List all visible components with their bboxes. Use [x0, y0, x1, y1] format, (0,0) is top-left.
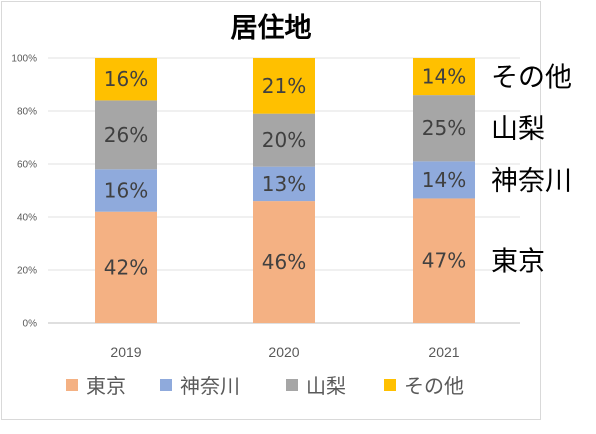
- bar-segment: [413, 198, 475, 323]
- y-tick-label: 0%: [23, 319, 38, 330]
- legend-label: 山梨: [306, 374, 346, 398]
- series-side-label: 山梨: [491, 114, 545, 145]
- legend-swatch: [160, 379, 172, 391]
- bar-segment: [95, 100, 157, 170]
- x-tick-label: 2020: [268, 344, 299, 360]
- data-label: 26%: [104, 123, 148, 147]
- y-tick-label: 100%: [11, 54, 37, 65]
- legend-swatch: [286, 379, 298, 391]
- series-side-label: 神奈川: [491, 166, 572, 197]
- data-labels: 42% 16% 26% 16% 46% 13% 20% 21% 47% 14% 25% 14%: [104, 65, 466, 280]
- series-side-label: 東京: [491, 247, 545, 278]
- x-tick-label: 2021: [428, 344, 459, 360]
- y-tick-label: 40%: [17, 213, 37, 224]
- y-tick-label: 80%: [17, 107, 37, 118]
- data-label: 14%: [422, 168, 466, 192]
- legend-label: その他: [404, 374, 464, 398]
- bar-segment: [253, 166, 315, 202]
- data-label: 20%: [262, 128, 306, 152]
- y-tick-label: 60%: [17, 160, 37, 171]
- bar-segment: [413, 58, 475, 96]
- chart-title: 居住地: [231, 12, 312, 44]
- bars: [95, 58, 475, 323]
- data-label: 16%: [104, 67, 148, 91]
- legend-label: 神奈川: [180, 374, 240, 398]
- bar-segment: [95, 58, 157, 101]
- bar-segment: [253, 201, 315, 323]
- series-side-label: その他: [491, 63, 572, 94]
- data-label: 47%: [422, 249, 466, 273]
- data-label: 16%: [104, 179, 148, 203]
- bar-segment: [253, 113, 315, 167]
- data-label: 13%: [262, 172, 306, 196]
- data-label: 42%: [104, 255, 148, 279]
- series-side-labels: 東京 神奈川 山梨 その他: [491, 63, 572, 278]
- y-axis-ticks: 0% 20% 40% 60% 80% 100%: [11, 54, 37, 330]
- bar-segment: [95, 169, 157, 212]
- bar-segment: [413, 161, 475, 199]
- x-tick-label: 2019: [110, 344, 141, 360]
- data-label: 46%: [262, 250, 306, 274]
- bar-segment: [413, 95, 475, 162]
- bar-segment: [95, 211, 157, 323]
- bar-segment: [253, 58, 315, 114]
- legend: 東京 神奈川 山梨 その他: [66, 374, 464, 398]
- data-label: 25%: [422, 116, 466, 140]
- legend-swatch: [384, 379, 396, 391]
- x-axis-ticks: 2019 2020 2021: [110, 344, 459, 360]
- data-label: 14%: [422, 65, 466, 89]
- legend-swatch: [66, 379, 78, 391]
- data-label: 21%: [262, 74, 306, 98]
- legend-label: 東京: [86, 374, 126, 398]
- y-tick-label: 20%: [17, 266, 37, 277]
